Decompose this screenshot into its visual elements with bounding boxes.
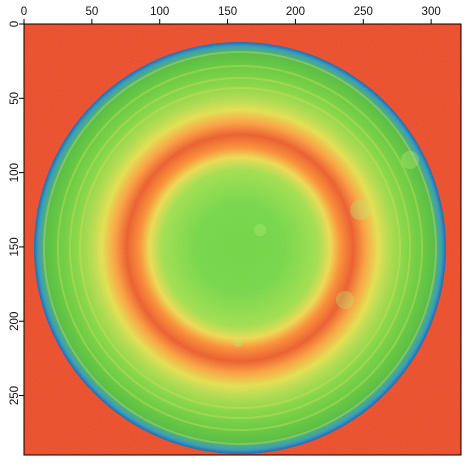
x-tick-label: 250 xyxy=(354,6,373,18)
axes-frame xyxy=(23,23,462,456)
y-tick-label: 150 xyxy=(9,237,21,256)
y-tick-label: 100 xyxy=(9,163,21,182)
x-tick-label: 300 xyxy=(422,6,441,18)
x-tick-label: 150 xyxy=(218,6,237,18)
y-tick-label: 200 xyxy=(9,312,21,331)
x-axis: 0 50 100 150 200 250 300 xyxy=(21,6,441,24)
x-tick-label: 200 xyxy=(286,6,305,18)
y-axis: 0 50 100 150 200 250 xyxy=(9,21,24,405)
y-tick-label: 0 xyxy=(9,21,21,27)
x-tick-label: 50 xyxy=(85,6,98,18)
y-tick-label: 50 xyxy=(9,92,21,105)
x-tick-label: 0 xyxy=(21,6,27,18)
y-tick-label: 250 xyxy=(9,386,21,405)
x-tick-label: 100 xyxy=(150,6,169,18)
